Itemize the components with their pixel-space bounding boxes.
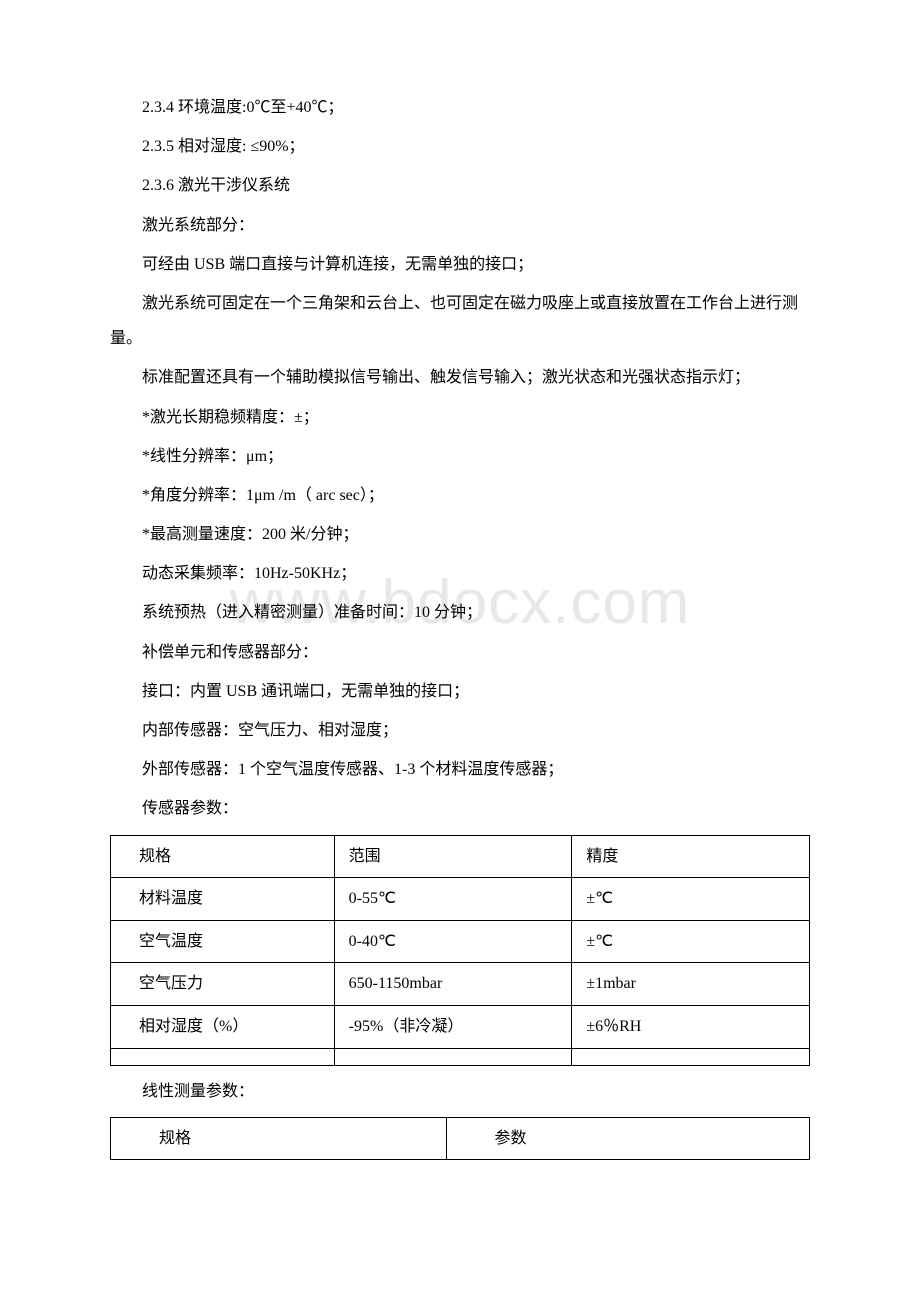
- table-cell: [111, 1048, 335, 1065]
- table-cell: [334, 1048, 572, 1065]
- paragraph: 外部传感器：1 个空气温度传感器、1-3 个材料温度传感器；: [110, 752, 810, 787]
- table-row: 材料温度 0-55℃ ±℃: [111, 878, 810, 921]
- table-cell: 范围: [334, 835, 572, 878]
- paragraph: 传感器参数：: [110, 791, 810, 826]
- table-row: 相对湿度（%） -95%（非冷凝） ±6％RH: [111, 1005, 810, 1048]
- table-cell: 参数: [446, 1117, 809, 1160]
- paragraph: 2.3.6 激光干涉仪系统: [110, 168, 810, 203]
- table-cell: ±℃: [572, 878, 810, 921]
- table-cell: 650-1150mbar: [334, 963, 572, 1006]
- paragraph: 可经由 USB 端口直接与计算机连接，无需单独的接口；: [110, 247, 810, 282]
- paragraph: *角度分辨率：1μm /m（ arc sec）；: [110, 478, 810, 513]
- paragraph: 补偿单元和传感器部分：: [110, 635, 810, 670]
- paragraph: *线性分辨率：μm；: [110, 439, 810, 474]
- table-cell: 相对湿度（%）: [111, 1005, 335, 1048]
- table-cell: 空气温度: [111, 920, 335, 963]
- paragraph: 激光系统部分：: [110, 208, 810, 243]
- table-cell: 精度: [572, 835, 810, 878]
- table-cell: 规格: [111, 1117, 447, 1160]
- table-cell: [572, 1048, 810, 1065]
- table-cell: 空气压力: [111, 963, 335, 1006]
- table-cell: ±1mbar: [572, 963, 810, 1006]
- paragraph: *激光长期稳频精度：±；: [110, 400, 810, 435]
- paragraph: 2.3.5 相对湿度: ≤90%；: [110, 129, 810, 164]
- paragraph: 标准配置还具有一个辅助模拟信号输出、触发信号输入；激光状态和光强状态指示灯；: [110, 360, 810, 395]
- table-cell: 0-55℃: [334, 878, 572, 921]
- paragraph: 动态采集频率：10Hz-50KHz；: [110, 556, 810, 591]
- table-cell: ±6％RH: [572, 1005, 810, 1048]
- table-row: 空气温度 0-40℃ ±℃: [111, 920, 810, 963]
- table-cell: 规格: [111, 835, 335, 878]
- linear-measurement-table: 规格 参数: [110, 1117, 810, 1161]
- table-cell: ±℃: [572, 920, 810, 963]
- table-cell: -95%（非冷凝）: [334, 1005, 572, 1048]
- paragraph: *最高测量速度：200 米/分钟；: [110, 517, 810, 552]
- paragraph: 2.3.4 环境温度:0℃至+40℃；: [110, 90, 810, 125]
- table-cell: 材料温度: [111, 878, 335, 921]
- paragraph: 线性测量参数：: [110, 1074, 810, 1109]
- paragraph: 内部传感器：空气压力、相对湿度；: [110, 713, 810, 748]
- table-row: 规格 范围 精度: [111, 835, 810, 878]
- table-cell: 0-40℃: [334, 920, 572, 963]
- paragraph: 激光系统可固定在一个三角架和云台上、也可固定在磁力吸座上或直接放置在工作台上进行…: [110, 286, 810, 356]
- paragraph: 接口：内置 USB 通讯端口，无需单独的接口；: [110, 674, 810, 709]
- sensor-params-table: 规格 范围 精度 材料温度 0-55℃ ±℃ 空气温度 0-40℃ ±℃ 空气压…: [110, 835, 810, 1066]
- table-row: 规格 参数: [111, 1117, 810, 1160]
- paragraph: 系统预热（进入精密测量）准备时间：10 分钟；: [110, 595, 810, 630]
- table-row: [111, 1048, 810, 1065]
- document-content: 2.3.4 环境温度:0℃至+40℃； 2.3.5 相对湿度: ≤90%； 2.…: [110, 90, 810, 1160]
- table-row: 空气压力 650-1150mbar ±1mbar: [111, 963, 810, 1006]
